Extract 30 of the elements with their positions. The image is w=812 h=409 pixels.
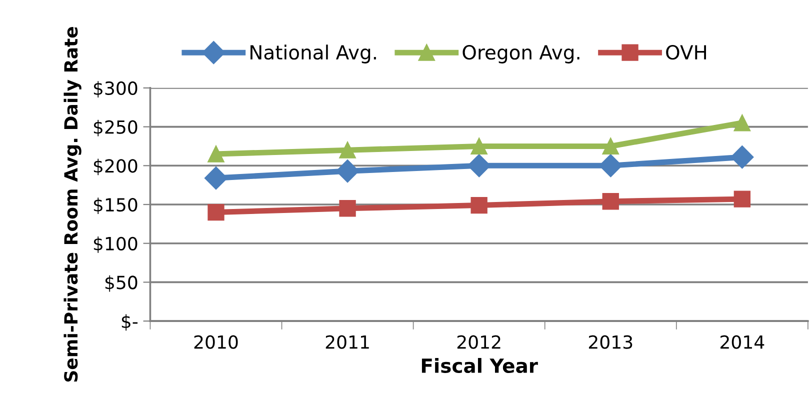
point	[470, 138, 488, 155]
y-tick-label: $100	[94, 236, 138, 253]
x-tick-label: 2014	[720, 335, 764, 349]
y-tick-label: $-	[122, 314, 138, 331]
y-tick-label: $50	[105, 275, 138, 292]
x-tick-label: 2011	[326, 335, 369, 349]
y-axis-title: Semi-Private Room Avg. Daily Rate	[64, 27, 82, 382]
point	[208, 146, 224, 162]
x-tick-label: 2010	[194, 335, 238, 349]
point	[602, 138, 619, 155]
y-tick-label: $250	[94, 120, 138, 136]
y-tick-label: $150	[94, 198, 138, 214]
point	[599, 154, 622, 178]
point	[730, 146, 754, 169]
point	[734, 190, 750, 208]
legend-label: OVH	[666, 44, 706, 60]
x-axis-title: Fiscal Year	[422, 358, 538, 374]
point	[339, 200, 356, 217]
y-tick-label: $200	[94, 158, 138, 176]
point	[204, 166, 228, 190]
y-tick-label: $300	[94, 81, 138, 98]
legend-label: National Avg.	[250, 44, 376, 64]
x-tick-label: 2013	[588, 335, 632, 349]
point	[208, 204, 224, 221]
point	[470, 196, 488, 214]
point	[734, 114, 750, 132]
x-tick-label: 2012	[457, 335, 500, 349]
point	[602, 193, 619, 210]
legend-label: Oregon Avg.	[462, 44, 580, 64]
point	[339, 142, 356, 158]
